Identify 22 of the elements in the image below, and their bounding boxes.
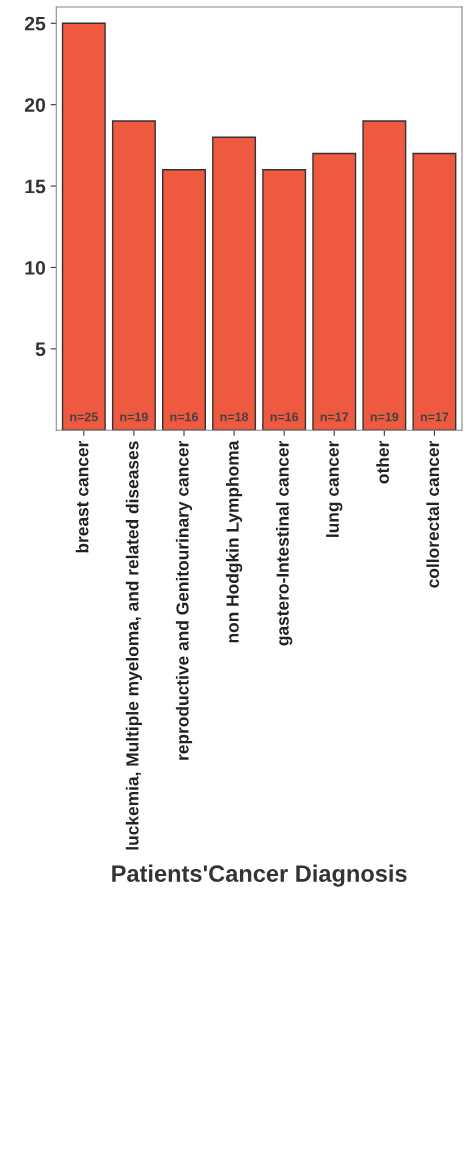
x-axis-title: Patients'Cancer Diagnosis	[112, 864, 407, 887]
x-tick-label: lung cancer	[326, 440, 343, 537]
data-label: n=17	[320, 412, 349, 422]
x-tick-label: non Hodgkin Lymphoma	[225, 440, 243, 643]
data-label: n=19	[370, 412, 399, 422]
x-tick-label: reproductive and Genitourinary cancer	[175, 440, 193, 760]
y-tick-label: 10	[25, 260, 46, 275]
y-tick-label: 20	[24, 98, 46, 112]
data-label: n=17	[420, 412, 449, 422]
x-tick-label: luckemia, Multiple myeloma, and related diseases	[125, 441, 142, 850]
x-tick-label: breast cancer	[75, 440, 89, 553]
data-label: n=18	[220, 412, 249, 422]
y-tick-label: 5	[35, 342, 46, 357]
data-label: n=25	[70, 412, 98, 422]
data-label: n=19	[120, 412, 148, 422]
data-label: n=16	[270, 412, 299, 422]
data-label: n=16	[170, 412, 198, 422]
y-tick-label: 25	[24, 16, 46, 31]
x-tick-label: gastero-Intestinal cancer	[276, 440, 293, 646]
y-tick-label: 15	[25, 179, 46, 194]
x-tick-label: collorectal cancer	[426, 440, 440, 588]
x-tick-label: other	[376, 440, 389, 484]
